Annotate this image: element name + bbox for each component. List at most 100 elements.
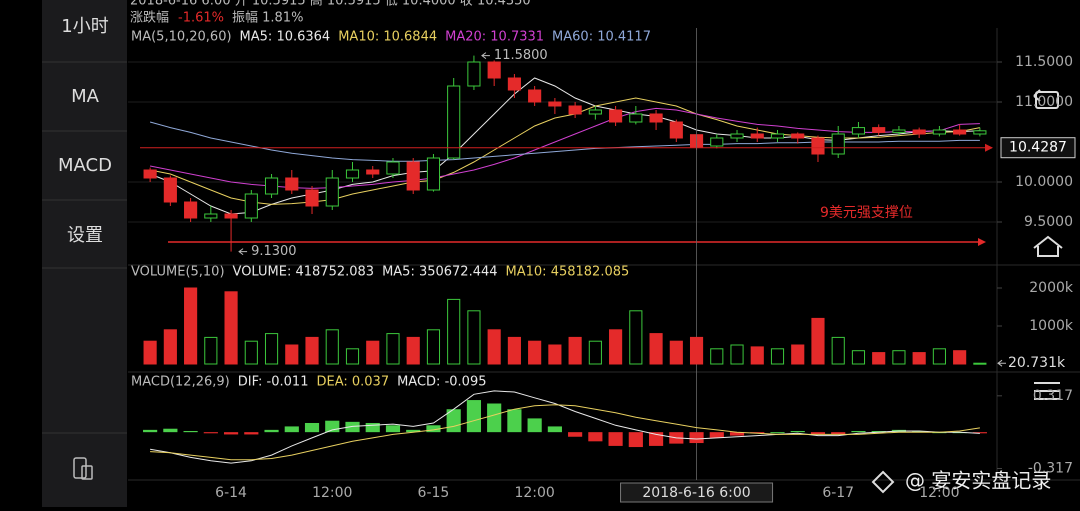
sidebar-button[interactable]: 设置 bbox=[67, 225, 103, 246]
volume-bar bbox=[730, 344, 744, 365]
y-tick-label: 10.0000 bbox=[1015, 174, 1073, 190]
candle-body bbox=[750, 133, 764, 139]
change-value: -1.61% bbox=[178, 11, 224, 26]
macd-bar bbox=[729, 432, 745, 436]
candle-body bbox=[831, 133, 845, 155]
phone-icon[interactable] bbox=[73, 457, 93, 480]
arrow bbox=[238, 248, 248, 255]
macd-bar bbox=[689, 432, 704, 444]
macd-bar bbox=[648, 432, 664, 446]
candle-body bbox=[386, 161, 400, 175]
extreme-label: 11.5800 bbox=[494, 48, 548, 63]
x-tick-label: 12:00 bbox=[312, 485, 352, 501]
menu-icon[interactable] bbox=[1034, 382, 1060, 400]
volume-bar bbox=[710, 348, 724, 365]
macd-bar bbox=[163, 428, 178, 433]
sidebar-button[interactable]: 1小时 bbox=[61, 16, 108, 37]
legend-entry: VOLUME: 418752.083 bbox=[233, 265, 375, 280]
macd-bar bbox=[385, 425, 401, 433]
volume-bar bbox=[487, 329, 501, 365]
candle-body bbox=[204, 213, 218, 219]
volume-bar bbox=[285, 344, 299, 365]
candle-body bbox=[163, 177, 177, 203]
macd-bar bbox=[345, 421, 360, 433]
extreme-label: 9.1300 bbox=[251, 244, 296, 259]
volume-bar bbox=[528, 340, 542, 365]
macd-bar bbox=[810, 432, 826, 435]
volume-bar bbox=[143, 340, 157, 365]
x-tick-label: 12:00 bbox=[514, 485, 554, 501]
volume-bar bbox=[588, 340, 602, 365]
volume-bar bbox=[831, 336, 845, 365]
volume-bar bbox=[811, 317, 825, 365]
sidebar-button[interactable]: MACD bbox=[58, 155, 112, 176]
volume-bar bbox=[912, 352, 926, 365]
macd-bar bbox=[628, 432, 643, 448]
volume-bar bbox=[426, 329, 441, 365]
macd-bar bbox=[426, 425, 441, 433]
arrow bbox=[997, 359, 1006, 367]
candle-body bbox=[892, 129, 906, 133]
volume-bar bbox=[447, 298, 461, 365]
macd-bar bbox=[446, 409, 461, 433]
legend-title: MACD(12,26,9) bbox=[131, 375, 230, 390]
candle-body bbox=[609, 109, 623, 123]
volume-bar bbox=[689, 336, 704, 365]
candle-body bbox=[669, 121, 683, 139]
macd-bar bbox=[608, 432, 623, 446]
volume-bar bbox=[204, 336, 218, 365]
volume-bar bbox=[568, 336, 582, 365]
macd-bar bbox=[871, 431, 886, 433]
x-tick-label: 6-17 bbox=[822, 485, 854, 501]
watermark-icon bbox=[871, 470, 895, 494]
legend-entry: MA60: 10.4117 bbox=[552, 30, 651, 45]
x-tick-label: 12:00 bbox=[919, 485, 959, 501]
home-icon[interactable] bbox=[1033, 235, 1063, 257]
macd-bar bbox=[183, 431, 198, 433]
macd-bar bbox=[284, 426, 299, 433]
change-label: 涨跌幅 bbox=[130, 10, 169, 26]
volume-bar bbox=[325, 329, 339, 365]
volume-bar bbox=[750, 346, 764, 365]
y-tick-label: 11.0000 bbox=[1015, 94, 1073, 110]
volume-bar bbox=[669, 340, 683, 365]
macd-bar bbox=[831, 432, 846, 435]
volume-bar bbox=[548, 344, 562, 365]
macd-bar bbox=[912, 431, 927, 433]
selected-time: 2018-6-16 6:00 bbox=[642, 485, 750, 501]
candle-body bbox=[244, 193, 258, 219]
y-tick-label: 0.317 bbox=[1033, 388, 1073, 404]
volume-bar bbox=[770, 348, 785, 365]
volume-bar bbox=[184, 287, 198, 365]
macd-bar bbox=[203, 432, 218, 434]
macd-bar bbox=[547, 426, 562, 433]
panel-separators bbox=[128, 28, 1080, 481]
macd-bar bbox=[264, 429, 279, 433]
legend-entry: DEA: 0.037 bbox=[316, 375, 389, 390]
candle-body bbox=[285, 177, 299, 191]
y-tick-label: 2000k bbox=[1029, 280, 1074, 296]
macd-bar bbox=[223, 432, 239, 435]
sidebar-separators bbox=[42, 61, 127, 434]
candle-body bbox=[325, 177, 339, 207]
volume-bar bbox=[791, 344, 805, 365]
macd-bar bbox=[365, 422, 380, 433]
volume-bar bbox=[851, 350, 866, 365]
volume-bar bbox=[345, 348, 360, 365]
legend-title: VOLUME(5,10) bbox=[131, 265, 225, 280]
candle-body bbox=[851, 127, 866, 135]
volume-bar bbox=[507, 336, 521, 365]
current-price-box bbox=[1000, 137, 1076, 159]
rotate-icon[interactable] bbox=[1033, 89, 1059, 109]
volume-bar bbox=[932, 348, 946, 365]
selected-time-box bbox=[620, 482, 774, 503]
macd-bar bbox=[507, 409, 522, 433]
sidebar-button[interactable]: MA bbox=[71, 86, 100, 107]
volume-bar bbox=[609, 329, 623, 365]
legend-entry: MACD: -0.095 bbox=[397, 375, 486, 390]
candle-body bbox=[649, 113, 663, 123]
candle-body bbox=[629, 113, 643, 123]
candle-body bbox=[487, 61, 501, 79]
